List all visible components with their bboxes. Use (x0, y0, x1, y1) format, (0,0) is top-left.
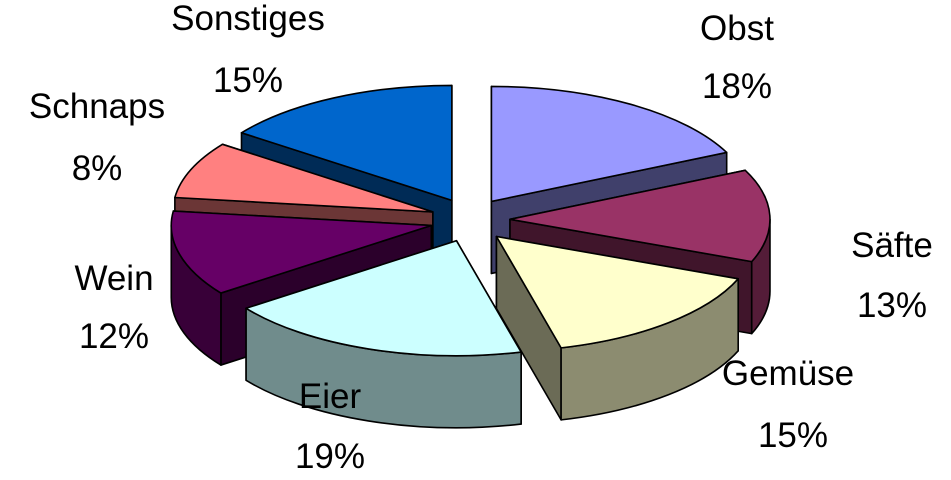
label-saefte-percent: 13% (857, 286, 927, 325)
label-obst-percent: 18% (702, 67, 772, 106)
label-eier-percent: 19% (295, 437, 365, 476)
label-schnaps-name: Schnaps (29, 87, 165, 126)
slice-top-face (245, 239, 522, 357)
label-schnaps-percent: 8% (72, 149, 123, 188)
slice-top-face (174, 143, 434, 213)
slice-top-face (490, 85, 728, 203)
label-gemuese-percent: 15% (758, 416, 828, 455)
label-obst-name: Obst (700, 9, 774, 48)
label-sonstiges-percent: 15% (213, 61, 283, 100)
slices-layer (170, 84, 771, 429)
slice-top-face (495, 235, 739, 349)
slice-top-face (509, 169, 771, 263)
label-eier-name: Eier (299, 377, 362, 416)
label-saefte-name: Säfte (851, 226, 933, 265)
slice-top-face (170, 210, 433, 294)
label-gemuese-name: Gemüse (722, 354, 854, 393)
slice-top-face (240, 84, 453, 202)
slice-eier (245, 239, 522, 429)
slice-gemuese (495, 235, 739, 421)
label-wein-percent: 12% (79, 317, 149, 356)
labels-layer: Obst 18% Säfte 13%Gemüse 15% Eier 19% Wein 12% Sc… (29, 0, 933, 476)
label-sonstiges-name: Sonstiges (171, 0, 325, 38)
label-wein-name: Wein (74, 259, 153, 298)
